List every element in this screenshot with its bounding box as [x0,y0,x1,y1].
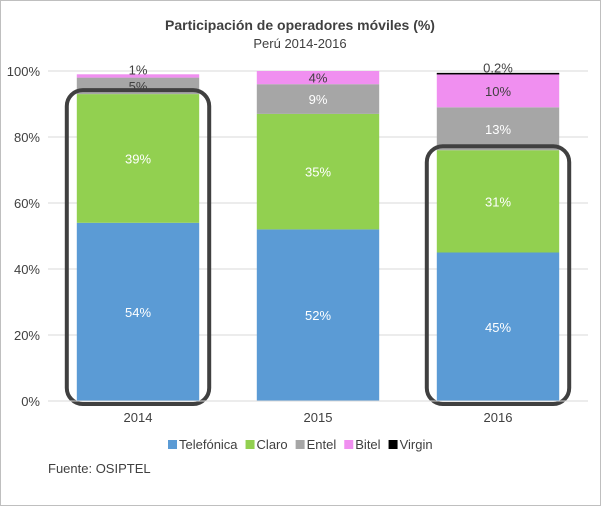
x-tick-label: 2015 [304,410,333,425]
y-tick-label: 40% [14,262,40,277]
bar-segment-entel [256,84,380,114]
bar-segment-entel [436,107,560,151]
highlight-box [424,144,572,406]
data-label: 45% [485,320,511,335]
bar-segment-bitel [256,71,380,85]
legend-swatch [388,440,398,449]
legend-swatch [295,440,305,449]
x-axis: 2014 2015 2016 [48,400,588,425]
legend: Telefónica Claro Entel Bitel Virgin [168,437,433,452]
y-tick-label: 80% [14,130,40,145]
data-label: 9% [309,92,328,107]
x-tick-label: 2016 [484,410,513,425]
data-label: 1% [129,62,148,77]
data-label: 13% [485,122,511,137]
data-label: 54% [125,305,151,320]
bar-segment-telef-nica [76,222,200,401]
data-label: 0.2% [483,61,513,76]
data-label: 35% [305,165,331,180]
legend-label: Bitel [355,437,380,452]
bar-segment-bitel [436,74,560,108]
bar-segment-telef-nica [436,252,560,401]
bar-segment-claro [76,94,200,223]
y-axis: 0% 20% 40% 60% 80% 100% [7,64,41,409]
y-tick-label: 20% [14,328,40,343]
data-label: 52% [305,308,331,323]
data-label: 4% [309,71,328,86]
bar-segment-bitel [76,74,200,78]
x-tick-label: 2014 [124,410,153,425]
chart-subtitle: Perú 2014-2016 [253,36,346,51]
legend-label: Entel [307,437,337,452]
y-tick-label: 0% [21,394,40,409]
legend-label: Claro [257,437,288,452]
data-label: 39% [125,151,151,166]
legend-label: Virgin [400,437,433,452]
data-label: 10% [485,84,511,99]
legend-swatch [168,440,177,449]
legend-swatch [344,440,354,449]
y-tick-label: 100% [7,64,41,79]
chart-title: Participación de operadores móviles (%) [165,17,435,33]
highlight-box [64,88,212,406]
legend-swatch [245,440,255,449]
source-note: Fuente: OSIPTEL [48,461,151,476]
bar-segment-claro [256,113,380,230]
y-tick-label: 60% [14,196,40,211]
bar-segment-claro [436,150,560,253]
data-label: 31% [485,194,511,209]
bars: 54%39%5%1%52%35%9%4%45%31%13%10%0.2% [76,61,560,401]
legend-label: Telefónica [179,437,238,452]
highlight-boxes [64,88,572,406]
bar-segment-telef-nica [256,229,380,401]
